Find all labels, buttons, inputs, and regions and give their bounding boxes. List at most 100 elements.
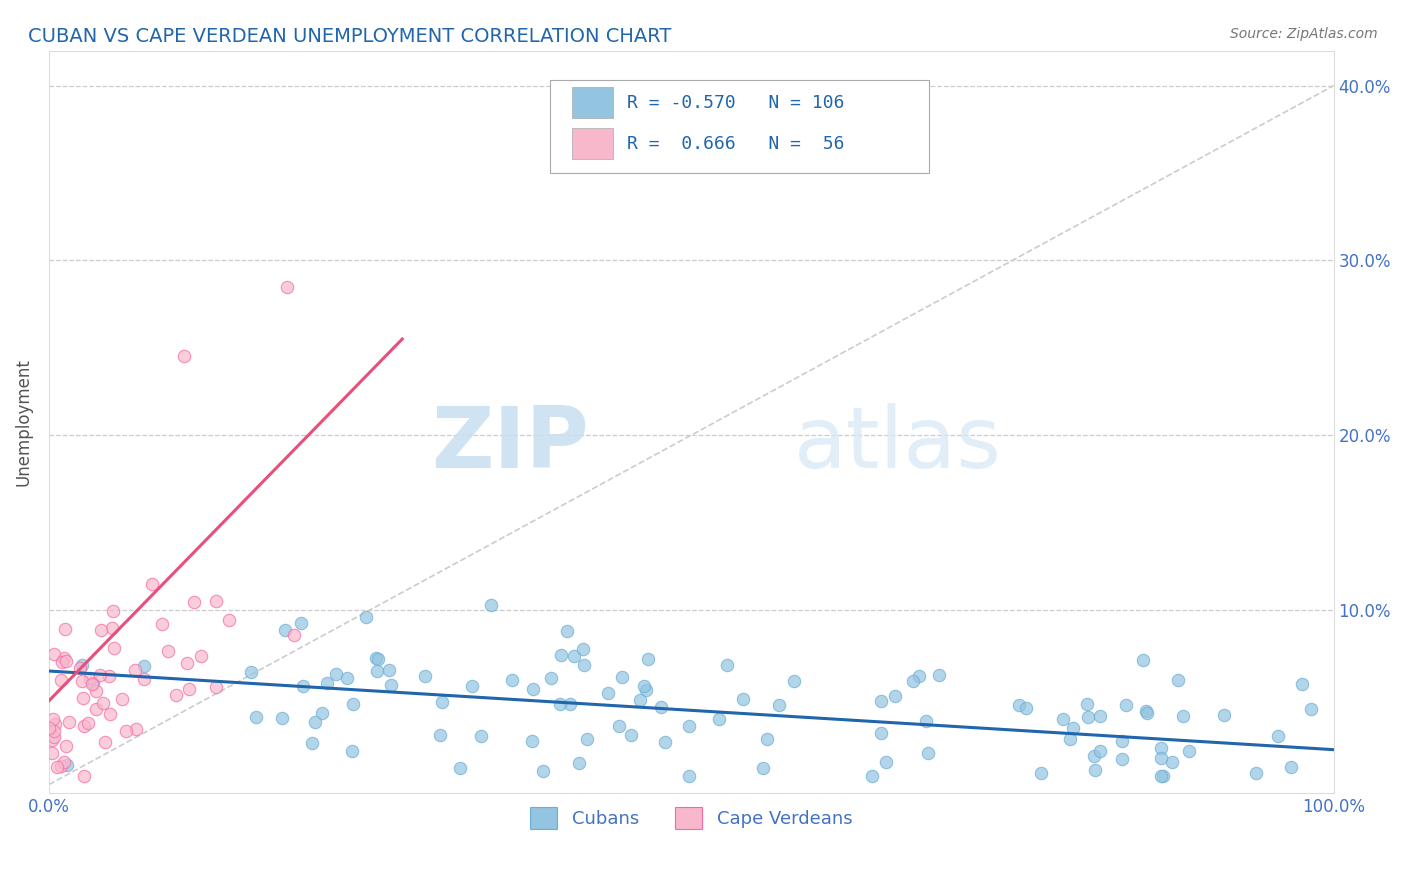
Cape Verdeans	[51, 673, 73, 687]
Cubans	[1301, 701, 1323, 715]
Text: CUBAN VS CAPE VERDEAN UNEMPLOYMENT CORRELATION CHART: CUBAN VS CAPE VERDEAN UNEMPLOYMENT CORRE…	[28, 27, 672, 45]
Cubans	[1014, 701, 1036, 715]
Cubans	[520, 734, 543, 748]
Cubans	[560, 697, 582, 711]
Cubans	[562, 648, 585, 663]
Cubans	[917, 746, 939, 760]
Cubans	[366, 664, 388, 678]
Text: Source: ZipAtlas.com: Source: ZipAtlas.com	[1230, 27, 1378, 41]
Cubans	[572, 641, 595, 656]
Cape Verdeans	[41, 746, 63, 760]
Legend: Cubans, Cape Verdeans: Cubans, Cape Verdeans	[523, 800, 859, 837]
Cubans	[636, 682, 658, 697]
FancyBboxPatch shape	[550, 80, 929, 173]
Cubans	[1213, 708, 1236, 723]
Cape Verdeans	[110, 691, 132, 706]
Cape Verdeans	[51, 656, 73, 670]
Cubans	[1090, 744, 1112, 758]
Cubans	[1173, 709, 1195, 723]
Cape Verdeans	[103, 641, 125, 656]
Cape Verdeans	[46, 759, 69, 773]
Cubans	[1150, 751, 1173, 765]
FancyBboxPatch shape	[572, 128, 613, 160]
Cubans	[1084, 763, 1107, 777]
Cape Verdeans	[124, 664, 146, 678]
Cubans	[1132, 653, 1154, 667]
Cubans	[575, 732, 598, 747]
Cubans	[709, 712, 731, 726]
Cape Verdeans	[55, 739, 77, 753]
Cubans	[356, 610, 378, 624]
Cubans	[1052, 712, 1074, 726]
Cape Verdeans	[89, 623, 111, 637]
Cubans	[56, 758, 79, 772]
Cubans	[301, 736, 323, 750]
Cubans	[610, 670, 633, 684]
Cape Verdeans	[44, 716, 66, 731]
Cubans	[716, 658, 738, 673]
Cubans	[540, 671, 562, 685]
Cubans	[875, 755, 897, 769]
Cape Verdeans	[114, 723, 136, 738]
Cape Verdeans	[38, 721, 60, 735]
Cubans	[132, 658, 155, 673]
Cubans	[501, 673, 523, 687]
Cubans	[678, 719, 700, 733]
Cubans	[325, 666, 347, 681]
Cubans	[1111, 734, 1133, 748]
Cubans	[522, 682, 544, 697]
Cubans	[1111, 752, 1133, 766]
Cubans	[731, 692, 754, 706]
Cubans	[1029, 765, 1052, 780]
Cape Verdeans	[77, 716, 100, 731]
Cubans	[274, 623, 297, 637]
Cape Verdeans	[173, 350, 195, 364]
Cubans	[568, 756, 591, 771]
Cubans	[1076, 698, 1098, 712]
Cape Verdeans	[101, 621, 124, 635]
Cape Verdeans	[101, 604, 124, 618]
Cape Verdeans	[52, 651, 75, 665]
Cubans	[1135, 704, 1157, 718]
Cubans	[1244, 765, 1267, 780]
Cubans	[377, 663, 399, 677]
Cape Verdeans	[98, 706, 121, 721]
Cape Verdeans	[179, 681, 201, 696]
Cubans	[290, 616, 312, 631]
Cubans	[755, 731, 778, 746]
Cubans	[340, 743, 363, 757]
Cubans	[1150, 769, 1173, 783]
Cubans	[751, 762, 773, 776]
Cubans	[470, 729, 492, 743]
Cape Verdeans	[283, 628, 305, 642]
Cubans	[342, 697, 364, 711]
Cubans	[531, 764, 554, 779]
Cape Verdeans	[51, 758, 73, 772]
Cape Verdeans	[190, 648, 212, 663]
Cubans	[654, 735, 676, 749]
Text: R = -0.570   N = 106: R = -0.570 N = 106	[627, 94, 845, 112]
Cape Verdeans	[72, 690, 94, 705]
Cubans	[628, 692, 651, 706]
Cubans	[870, 726, 893, 740]
Cubans	[637, 652, 659, 666]
Cubans	[607, 719, 630, 733]
Cape Verdeans	[141, 576, 163, 591]
Cubans	[380, 678, 402, 692]
Cape Verdeans	[98, 668, 121, 682]
Cape Verdeans	[42, 730, 65, 744]
Cubans	[291, 680, 314, 694]
Cape Verdeans	[41, 733, 63, 747]
Cubans	[336, 672, 359, 686]
Cubans	[1167, 673, 1189, 687]
Cubans	[239, 665, 262, 679]
Cape Verdeans	[70, 674, 93, 689]
Cubans	[1083, 748, 1105, 763]
Cubans	[1150, 741, 1173, 756]
Cubans	[1267, 729, 1289, 743]
Cape Verdeans	[205, 680, 228, 694]
Text: ZIP: ZIP	[430, 403, 589, 486]
Cubans	[870, 694, 893, 708]
Cubans	[1136, 706, 1159, 720]
Cubans	[548, 697, 571, 711]
